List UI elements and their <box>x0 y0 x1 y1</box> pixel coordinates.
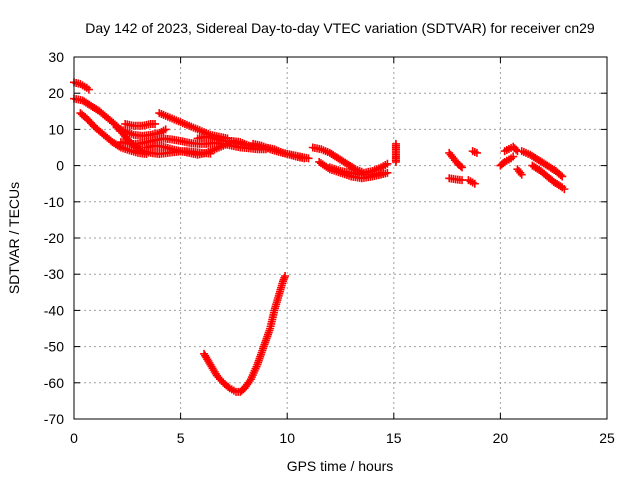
data-point <box>556 171 565 180</box>
plot-frame <box>73 56 608 420</box>
x-tick-labels: 0 5 10 15 20 25 <box>70 430 615 446</box>
series-arc-15 <box>445 148 467 172</box>
y-tick-label: -10 <box>44 194 64 210</box>
y-tick-label: -50 <box>44 339 64 355</box>
series-arc-20 <box>500 142 522 156</box>
y-tick-label: -40 <box>44 302 64 318</box>
data-point <box>509 152 518 161</box>
data-point <box>115 142 124 151</box>
series-arc-23 <box>528 161 569 194</box>
data-point <box>512 145 521 154</box>
chart-title: Day 142 of 2023, Sidereal Day-to-day VTE… <box>85 20 595 36</box>
series-arc-9 <box>193 132 253 150</box>
data-point <box>558 172 567 181</box>
data-point <box>383 159 392 168</box>
data-point <box>472 148 481 157</box>
data-point <box>379 168 388 177</box>
y-tick-label: 10 <box>48 121 64 137</box>
y-tick-label: 20 <box>48 85 64 101</box>
series-arc-10 <box>249 139 309 163</box>
x-tick-label: 5 <box>177 430 185 446</box>
data-point <box>244 141 253 150</box>
x-tick-label: 10 <box>279 430 295 446</box>
grid-lines <box>74 57 607 419</box>
data-point <box>560 185 569 194</box>
series-arc-17 <box>464 176 479 188</box>
y-axis-label: SDTVAR / TECUs <box>6 182 22 294</box>
data-point <box>151 119 160 128</box>
data-points <box>70 78 569 396</box>
y-tick-labels: 30 20 10 0 -10 -20 -30 -40 -50 -60 -70 <box>44 49 64 427</box>
data-point <box>281 272 290 281</box>
x-tick-label: 15 <box>386 430 402 446</box>
data-point <box>456 162 465 171</box>
y-tick-label: -60 <box>44 375 64 391</box>
x-tick-label: 0 <box>70 430 78 446</box>
series-arc-4 <box>112 123 170 140</box>
y-tick-label: -70 <box>44 411 64 427</box>
data-point <box>470 179 479 188</box>
y-tick-label: -20 <box>44 230 64 246</box>
data-point <box>300 154 309 163</box>
y-tick-label: -30 <box>44 266 64 282</box>
series-arc-18 <box>468 147 481 157</box>
series-arc-21 <box>513 165 526 179</box>
data-point <box>516 168 525 177</box>
series-arc-22 <box>517 147 567 181</box>
series-arc-13 <box>325 163 388 179</box>
x-tick-label: 25 <box>599 430 615 446</box>
series-arc-24 <box>200 272 290 396</box>
y-tick-label: 0 <box>56 158 64 174</box>
x-tick-label: 20 <box>493 430 509 446</box>
series-arc-19 <box>496 152 518 170</box>
data-point <box>161 125 170 134</box>
series-arc-1 <box>70 78 93 94</box>
series-arc-5 <box>121 119 160 130</box>
data-point <box>84 85 93 94</box>
data-point <box>517 170 526 179</box>
x-axis-label: GPS time / hours <box>287 458 394 474</box>
y-tick-label: 30 <box>48 49 64 65</box>
series-arc-16 <box>445 174 467 185</box>
data-point <box>391 157 400 166</box>
series-arc-14 <box>391 139 400 166</box>
data-point <box>458 163 467 172</box>
